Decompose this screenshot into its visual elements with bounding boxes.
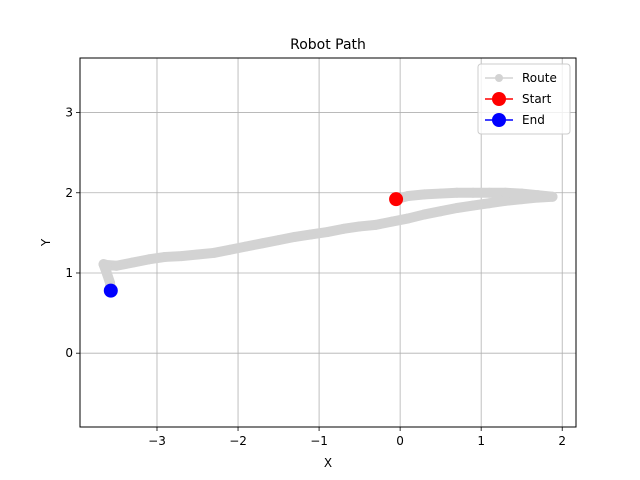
x-axis-label: X [324, 456, 332, 470]
route-point [500, 187, 511, 198]
x-tick-label: −1 [310, 434, 328, 448]
y-tick-label: 2 [65, 186, 73, 200]
legend-swatch-marker [492, 92, 506, 106]
legend-label: Start [522, 92, 552, 106]
route-point [322, 227, 333, 238]
route-point [289, 231, 300, 242]
x-tick-label: 1 [477, 434, 485, 448]
legend-label: Route [522, 71, 557, 85]
legend-label: End [522, 113, 545, 127]
y-tick-label: 1 [65, 266, 73, 280]
y-tick-label: 0 [65, 346, 73, 360]
route-point [273, 235, 284, 246]
route-point [208, 247, 219, 258]
route-point [370, 219, 381, 230]
x-tick-label: −2 [229, 434, 247, 448]
route-point [305, 229, 316, 240]
route-point [403, 213, 414, 224]
start-marker [389, 192, 404, 207]
route-point [435, 206, 446, 217]
route-point [419, 209, 430, 220]
route-point [403, 190, 414, 201]
route-point [101, 267, 112, 278]
route-point [532, 192, 543, 203]
route-point [257, 238, 268, 249]
route-point [516, 194, 527, 205]
route-point [547, 191, 558, 202]
route-point [338, 223, 349, 234]
chart-title: Robot Path [290, 37, 366, 53]
route-point [451, 203, 462, 214]
x-tick-label: 0 [396, 434, 404, 448]
legend-swatch-marker [492, 113, 506, 127]
route-point [484, 198, 495, 209]
route-point [500, 195, 511, 206]
series-layer [98, 187, 558, 298]
x-tick-label: 2 [558, 434, 566, 448]
axes-frame [79, 57, 577, 428]
route-point [241, 241, 252, 252]
end-marker [103, 283, 118, 298]
route-point [192, 249, 203, 260]
route-point [98, 259, 109, 270]
route-point [143, 254, 154, 265]
route-point [451, 187, 462, 198]
route-point [468, 200, 479, 211]
legend: Route Start End [477, 63, 571, 135]
route-point [354, 221, 365, 232]
y-tick-label: 3 [65, 106, 73, 120]
route-point [468, 187, 479, 198]
x-tick-label: −3 [148, 434, 166, 448]
y-axis-label: Y [39, 238, 53, 247]
route-point [484, 187, 495, 198]
route-point [419, 189, 430, 200]
plot-area [79, 57, 577, 428]
route-point [435, 188, 446, 199]
route-point [127, 257, 138, 268]
tick-marks: −3 −2 −1 0 1 2 0 1 2 3 [65, 106, 566, 448]
route-point [160, 251, 171, 262]
route-point [111, 260, 122, 271]
route-point [224, 244, 235, 255]
legend-swatch-marker [495, 74, 503, 82]
route-point [387, 216, 398, 227]
route-point [176, 251, 187, 262]
